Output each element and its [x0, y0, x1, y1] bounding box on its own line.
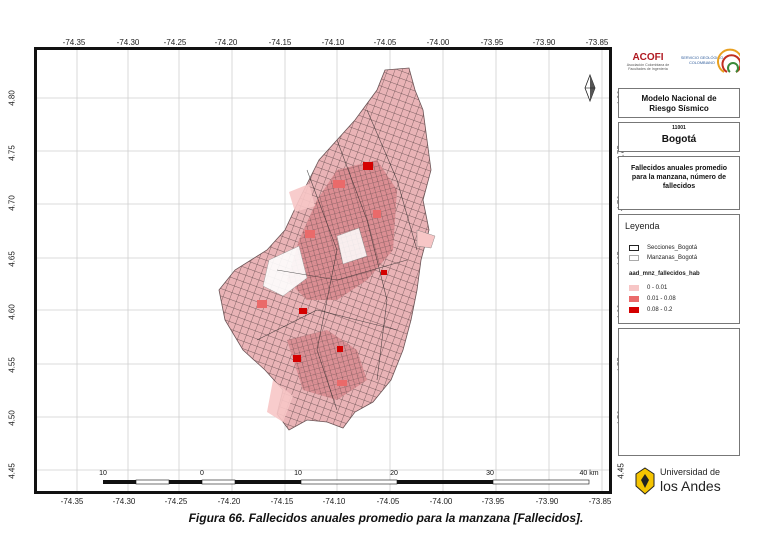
legend-swatch	[629, 285, 639, 291]
tick-label: -74.15	[270, 497, 294, 506]
map-canvas	[37, 50, 609, 491]
legend-field-label: aad_mnz_fallecidos_hab	[629, 271, 700, 277]
map-frame	[34, 47, 612, 494]
legend-label: 0.08 - 0.2	[647, 307, 673, 313]
legend-label: 0.01 - 0.08	[647, 296, 676, 302]
legend-swatch	[629, 255, 639, 261]
tick-label: -74.05	[373, 38, 397, 47]
scale-label: 30	[486, 470, 494, 477]
tick-label: -73.90	[532, 38, 556, 47]
tick-label: -74.15	[268, 38, 292, 47]
bogota-city-area	[218, 67, 436, 431]
city-name: Bogotá	[661, 134, 697, 145]
acofi-subtitle: Asociación Colombiana de Facultades de I…	[626, 63, 670, 71]
city-code: 11001	[672, 125, 686, 131]
legend-class-1: 0 - 0.01	[629, 283, 667, 293]
scale-label: 10	[294, 470, 302, 477]
legend-class-3: 0.08 - 0.2	[629, 305, 672, 315]
tick-label: 4.55	[7, 357, 17, 373]
tick-label: 4.60	[7, 304, 17, 320]
legend-label: Secciones_Bogotá	[647, 245, 698, 251]
legend-field-name: aad_mnz_fallecidos_hab	[629, 269, 700, 279]
tick-label: 4.70	[7, 195, 17, 211]
legend-label: 0 - 0.01	[647, 285, 668, 291]
scale-label: 20	[390, 470, 398, 477]
tick-label: -74.30	[116, 38, 140, 47]
legend-class-2: 0.01 - 0.08	[629, 294, 676, 304]
andes-emblem-icon	[635, 467, 655, 495]
tick-label: -74.00	[429, 497, 453, 506]
tick-label: -74.25	[163, 38, 187, 47]
acofi-logo: ACOFI Asociación Colombiana de Facultade…	[620, 52, 676, 71]
tick-label: -74.35	[60, 497, 84, 506]
tick-label: -73.95	[480, 38, 504, 47]
tick-label: -74.35	[62, 38, 86, 47]
map-subtitle-box: Fallecidos anuales promedio para la manz…	[618, 156, 740, 210]
city-box: 11001 Bogotá	[618, 122, 740, 152]
logos-header: ACOFI Asociación Colombiana de Facultade…	[618, 46, 742, 86]
tick-label: 4.50	[7, 410, 17, 426]
tick-label: -73.85	[585, 38, 609, 47]
tick-label: -74.20	[217, 497, 241, 506]
legend-box: Leyenda Secciones_Bogotá Manzanas_Bogotá…	[618, 214, 740, 324]
legend-swatch	[629, 296, 639, 302]
north-arrow-icon	[584, 73, 596, 103]
tick-label: -73.90	[535, 497, 559, 506]
sgc-logo: SERVICIO GEOLÓGICO COLOMBIANO	[680, 48, 740, 86]
andes-line2: los Andes	[660, 478, 721, 494]
model-title-box: Modelo Nacional de Riesgo Sísmico	[618, 88, 740, 118]
tick-label: -73.95	[481, 497, 505, 506]
tick-label: 4.45	[616, 463, 626, 479]
map-subtitle: Fallecidos anuales promedio para la manz…	[630, 165, 728, 190]
tick-label: -74.00	[426, 38, 450, 47]
tick-label: 4.65	[7, 251, 17, 267]
tick-label: 4.45	[7, 463, 17, 479]
model-title: Modelo Nacional de Riesgo Sísmico	[641, 94, 717, 113]
legend-title: Leyenda	[625, 221, 660, 231]
tick-label: 4.75	[7, 145, 17, 161]
legend-swatch	[629, 307, 639, 313]
legend-label: Manzanas_Bogotá	[647, 255, 698, 261]
sgc-emblem-icon	[717, 48, 740, 73]
scale-bar	[103, 479, 590, 485]
andes-line1: Universidad de	[660, 467, 721, 477]
sgc-text: SERVICIO GEOLÓGICO COLOMBIANO	[680, 56, 724, 65]
tick-label: -74.10	[322, 497, 346, 506]
tick-label: -74.10	[321, 38, 345, 47]
scale-label: 40 km	[579, 470, 599, 477]
tick-label: -74.05	[376, 497, 400, 506]
acofi-name: ACOFI	[632, 52, 664, 63]
figure-caption: Figura 66. Fallecidos anuales promedio p…	[188, 511, 584, 525]
tick-label: -73.85	[588, 497, 612, 506]
scale-label: 0	[200, 470, 204, 477]
legend-layer-manzanas: Manzanas_Bogotá	[629, 253, 697, 263]
legend-layer-secciones: Secciones_Bogotá	[629, 243, 697, 253]
blank-panel-box	[618, 328, 740, 456]
los-andes-logo: Universidad de los Andes	[634, 466, 744, 498]
tick-label: -74.20	[214, 38, 238, 47]
tick-label: 4.80	[7, 90, 17, 106]
legend-swatch	[629, 245, 639, 251]
scale-label: 10	[99, 470, 107, 477]
tick-label: -74.30	[112, 497, 136, 506]
tick-label: -74.25	[164, 497, 188, 506]
